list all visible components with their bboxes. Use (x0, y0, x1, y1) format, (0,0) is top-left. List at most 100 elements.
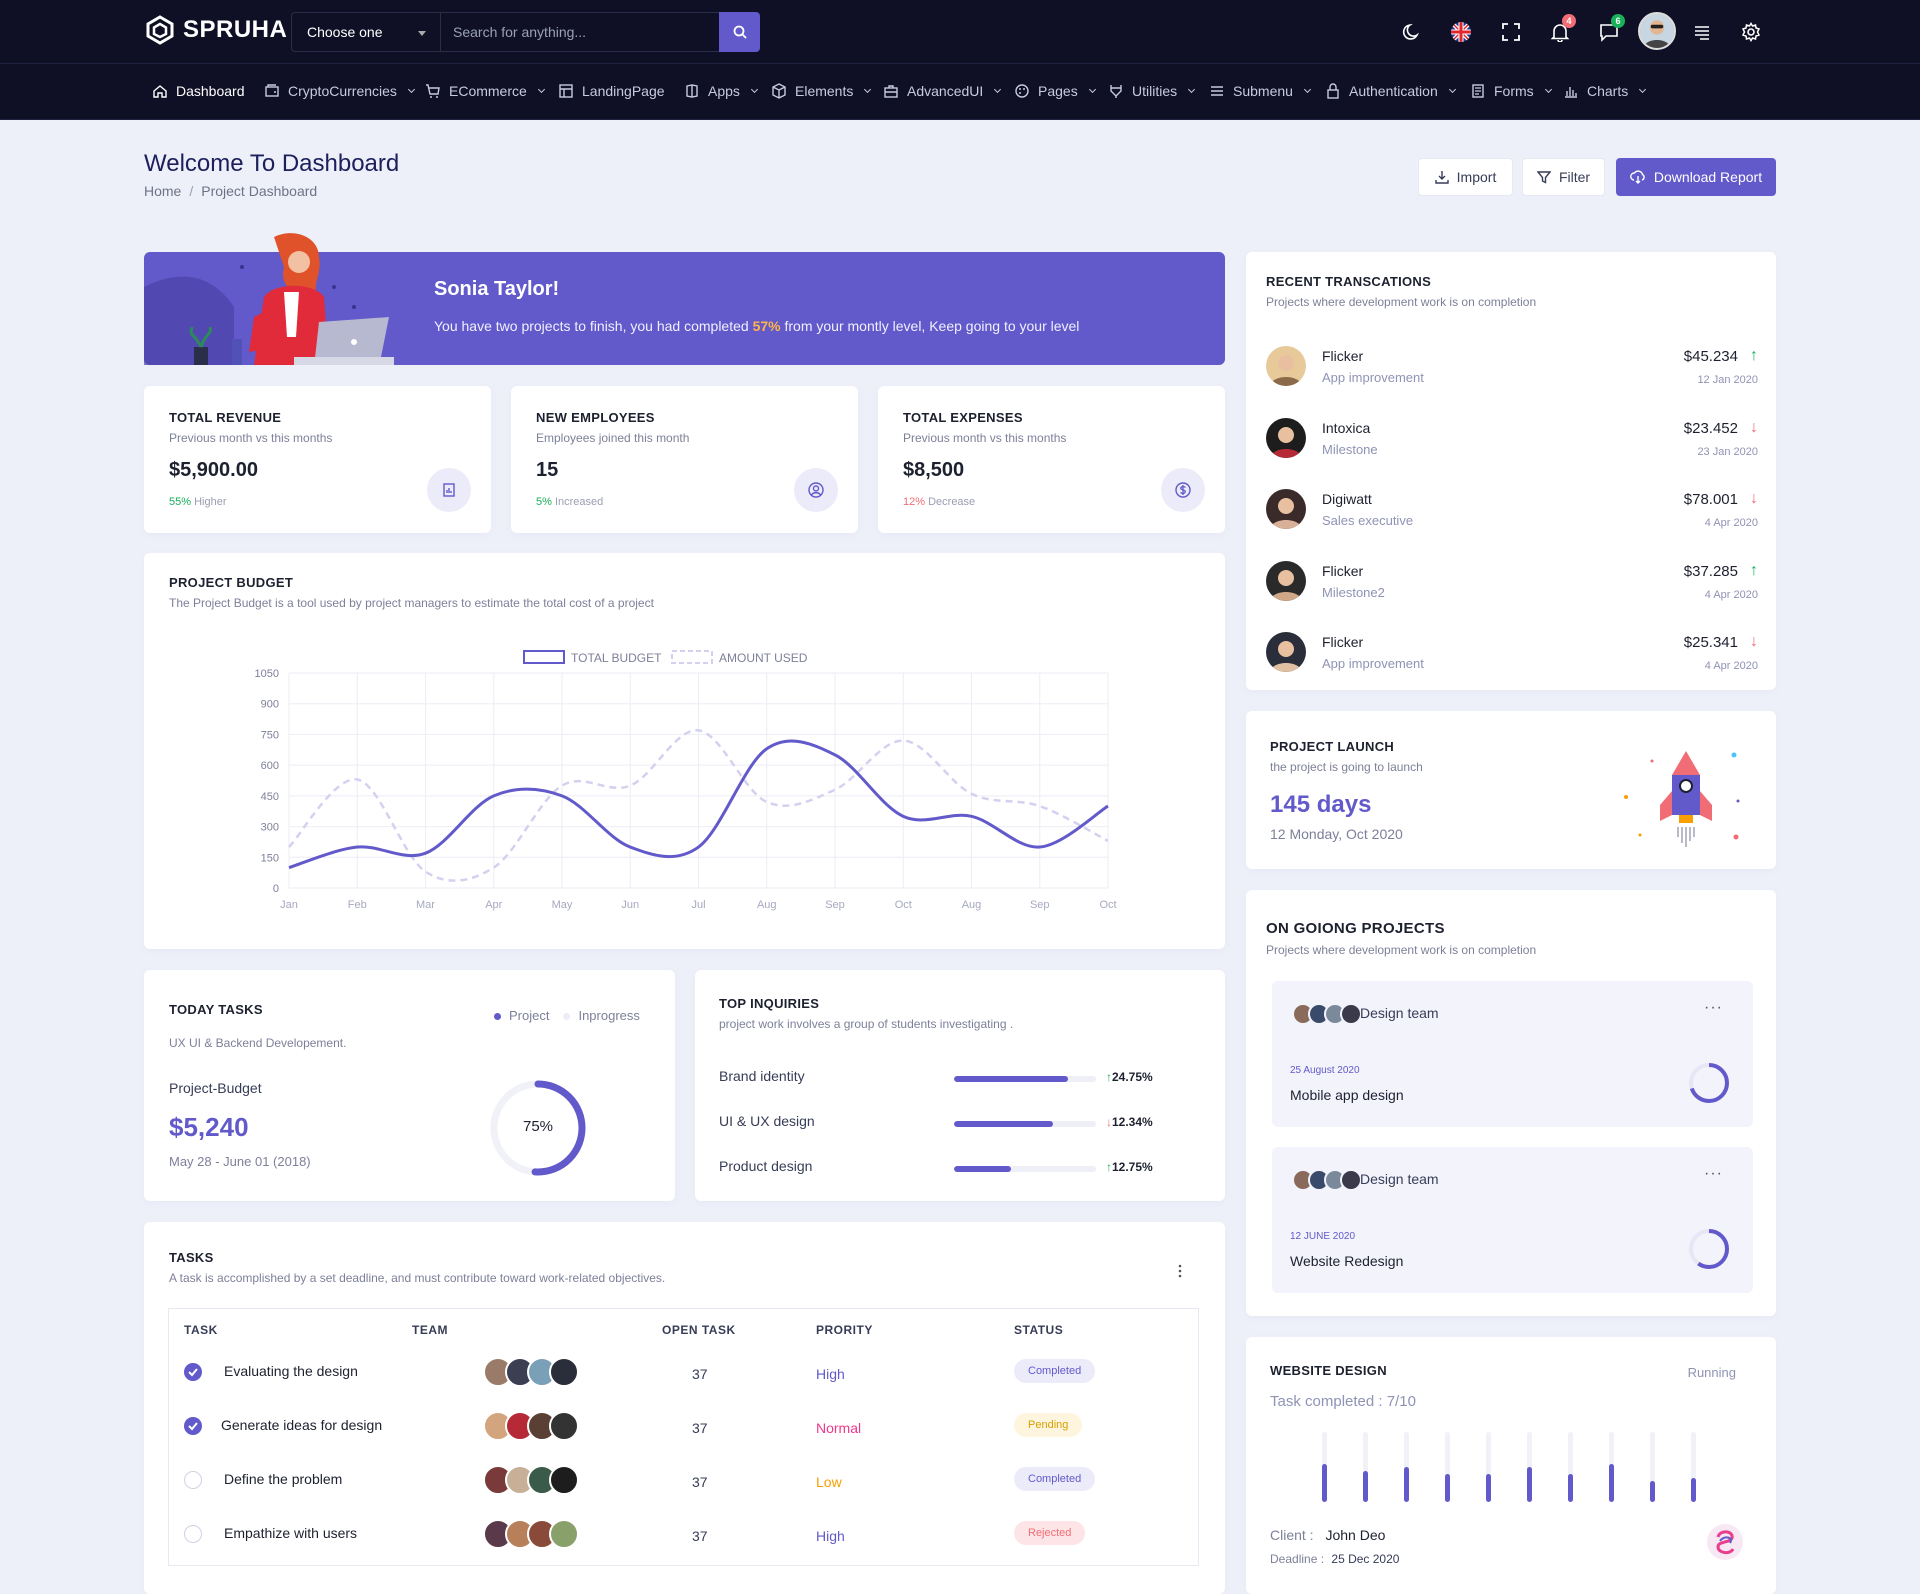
bar-track (1650, 1432, 1655, 1502)
nav-item-dashboard[interactable]: Dashboard (152, 83, 245, 99)
x-tick-label: Sep (1030, 899, 1050, 911)
transaction-description: App improvement (1322, 370, 1424, 385)
bar-fill (1650, 1481, 1655, 1502)
inquiry-row: Brand identity ↑24.75% (719, 1068, 1199, 1088)
client-label: Client : (1270, 1527, 1314, 1543)
col-task: TASK (184, 1323, 218, 1337)
nav-item-authentication[interactable]: Authentication (1325, 83, 1456, 99)
woman-laptop-illustration-icon (144, 233, 394, 365)
nav-item-utilities[interactable]: Utilities (1108, 83, 1196, 99)
nav-item-charts[interactable]: Charts (1563, 83, 1647, 99)
language-button[interactable] (1445, 16, 1477, 48)
nav-item-apps[interactable]: Apps (684, 83, 758, 99)
search-button[interactable] (719, 12, 760, 52)
breadcrumb-separator: / (189, 183, 194, 199)
sidebar-toggle-button[interactable] (1686, 16, 1718, 48)
task-name: Empathize with users (224, 1525, 358, 1541)
nav-item-label: Forms (1494, 83, 1534, 99)
x-tick-label: Jul (691, 899, 705, 911)
choose-select[interactable]: Choose one (291, 12, 440, 52)
open-task-count: 37 (692, 1474, 708, 1490)
filter-label: Filter (1558, 169, 1591, 185)
checked-icon[interactable] (184, 1363, 202, 1381)
transaction-item[interactable]: Flicker Milestone2 $37.285 ↑ 4 Apr 2020 (1266, 557, 1758, 607)
filter-button[interactable]: Filter (1522, 158, 1605, 196)
bar-track (1486, 1432, 1491, 1502)
bar-fill (1404, 1467, 1409, 1502)
nav-item-label: LandingPage (582, 83, 665, 99)
arrow-up-icon: ↑ (1750, 347, 1758, 364)
download-report-button[interactable]: Download Report (1616, 158, 1776, 196)
transaction-item[interactable]: Intoxica Milestone $23.452 ↓ 23 Jan 2020 (1266, 414, 1758, 464)
nav-item-cryptocurrencies[interactable]: CryptoCurrencies (264, 83, 415, 99)
inquiry-row: UI & UX design ↓12.34% (719, 1113, 1199, 1133)
task-name: Evaluating the design (224, 1363, 358, 1379)
ongoing-project-item[interactable]: Design team ··· 12 JUNE 2020 Website Redesi… (1272, 1147, 1753, 1293)
more-horizontal-icon[interactable]: ··· (1704, 1165, 1723, 1182)
brand-logo[interactable]: SPRUHA (145, 15, 287, 45)
search-input[interactable] (440, 12, 720, 52)
project-launch-title: PROJECT LAUNCH (1270, 739, 1395, 754)
project-team: Design team (1360, 1171, 1439, 1187)
messages-button[interactable]: 6 (1593, 14, 1625, 48)
website-design-status: Running (1687, 1365, 1736, 1380)
inquiry-progress-fill (954, 1121, 1054, 1127)
stat-value: $5,900.00 (169, 459, 258, 481)
transaction-item[interactable]: Flicker App improvement $45.234 ↑ 12 Jan 202… (1266, 342, 1758, 392)
transaction-item[interactable]: Flicker App improvement $25.341 ↓ 4 Apr 2020 (1266, 628, 1758, 678)
unchecked-icon[interactable] (184, 1471, 202, 1489)
tasks-more-button[interactable] (1175, 1262, 1185, 1280)
legend-inprogress: Inprogress (563, 1008, 640, 1023)
import-button[interactable]: Import (1418, 158, 1513, 196)
nav-item-forms[interactable]: Forms (1470, 83, 1552, 99)
fullscreen-button[interactable] (1495, 16, 1527, 48)
messages-badge: 6 (1611, 14, 1625, 28)
stat-title: TOTAL REVENUE (169, 410, 282, 425)
legend-label: AMOUNT USED (719, 651, 808, 665)
transaction-item[interactable]: Digiwatt Sales executive $78.001 ↓ 4 Apr 202… (1266, 485, 1758, 535)
nav-item-ecommerce[interactable]: ECommerce (425, 83, 545, 99)
unchecked-icon[interactable] (184, 1525, 202, 1543)
nav-item-advancedui[interactable]: AdvancedUI (883, 83, 1002, 99)
project-launch-date: 12 Monday, Oct 2020 (1270, 826, 1403, 842)
notifications-button[interactable]: 4 (1544, 14, 1576, 48)
ongoing-projects-title: ON GOIONG PROJECTS (1266, 920, 1445, 937)
table-row: Empathize with users 37 High Rejected (169, 1515, 1198, 1569)
more-horizontal-icon[interactable]: ··· (1704, 999, 1723, 1016)
avatar (1340, 1003, 1362, 1025)
nav-item-pages[interactable]: Pages (1014, 83, 1096, 99)
settings-button[interactable] (1735, 16, 1767, 48)
project-date: 25 August 2020 (1290, 1065, 1360, 1076)
checked-icon[interactable] (184, 1417, 202, 1435)
fullscreen-icon (1502, 23, 1520, 41)
project-budget-title: PROJECT BUDGET (169, 575, 294, 590)
nav-item-label: AdvancedUI (907, 83, 984, 99)
inquiry-row: Product design ↑12.75% (719, 1158, 1199, 1178)
y-tick-label: 150 (261, 852, 279, 864)
priority: Normal (816, 1420, 862, 1436)
dark-mode-button[interactable] (1396, 16, 1428, 48)
stat-percent: 55% (169, 496, 192, 508)
notifications-badge: 4 (1562, 14, 1576, 28)
x-tick-label: Feb (348, 899, 367, 911)
today-tasks-card: TODAY TASKS Project Inprogress UX UI & B… (144, 970, 675, 1201)
stat-subtitle: Previous month vs this months (169, 431, 333, 445)
table-row: Evaluating the design 37 High Completed (169, 1353, 1198, 1407)
bar-fill (1363, 1470, 1368, 1502)
inquiry-label: UI & UX design (719, 1113, 815, 1129)
page-title: Welcome To Dashboard (144, 150, 400, 177)
user-avatar[interactable] (1638, 12, 1676, 50)
stat-card-1: TOTAL REVENUE Previous month vs this mont… (144, 386, 491, 533)
avatar (1266, 489, 1306, 529)
transaction-amount: $45.234 (1683, 348, 1738, 365)
nav-item-landingpage[interactable]: LandingPage (558, 83, 665, 99)
chevron-down-icon (407, 85, 415, 94)
tasks-title: TASKS (169, 1250, 214, 1265)
col-open-task: OPEN TASK (662, 1323, 736, 1337)
nav-item-submenu[interactable]: Submenu (1209, 83, 1311, 99)
priority: Low (816, 1474, 842, 1490)
nav-item-elements[interactable]: Elements (771, 83, 872, 99)
series-line-total-budget (288, 739, 1109, 869)
ongoing-project-item[interactable]: Design team ··· 25 August 2020 Mobile app d… (1272, 981, 1753, 1127)
breadcrumb-home[interactable]: Home (144, 183, 182, 199)
